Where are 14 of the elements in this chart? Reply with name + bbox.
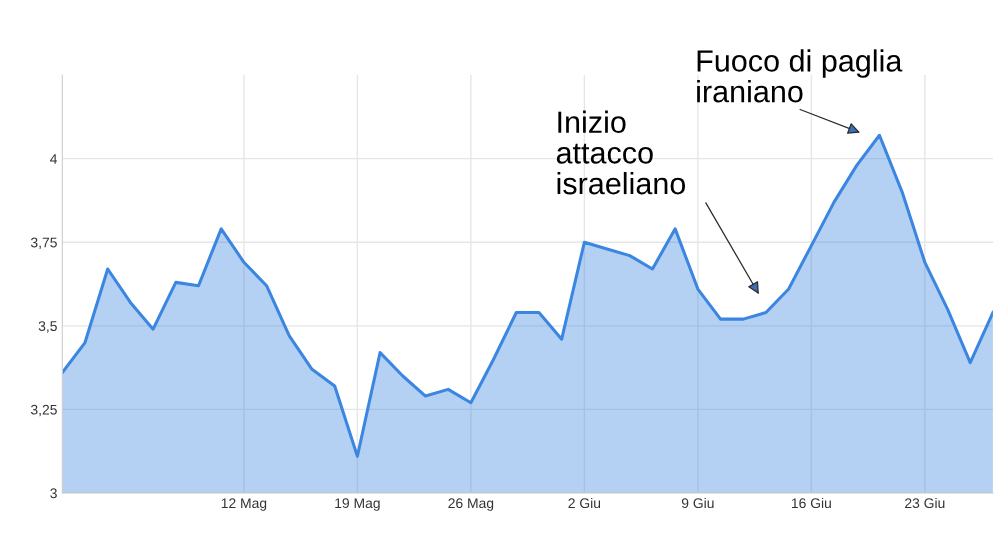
x-tick-label: 23 Giu — [905, 497, 945, 509]
annotation: Inizio attacco israeliano — [556, 110, 686, 195]
x-tick-label: 2 Giu — [568, 497, 601, 509]
y-tick-label: 3,25 — [30, 404, 57, 417]
x-tick-label: 19 Mag — [335, 498, 380, 511]
x-tick-label: 16 Giu — [791, 497, 831, 509]
y-tick-label: 4 — [50, 154, 58, 164]
annotation: Fuoco di paglia iraniano — [697, 49, 903, 103]
x-tick-label: 9 Giu — [681, 497, 714, 509]
y-tick-label: 3,5 — [38, 321, 57, 333]
y-tick-label: 3 — [50, 488, 57, 499]
x-tick-label: 26 Mag — [448, 498, 494, 511]
x-tick-label: 12 Mag — [221, 498, 267, 511]
y-tick-label: 3,75 — [30, 237, 57, 250]
